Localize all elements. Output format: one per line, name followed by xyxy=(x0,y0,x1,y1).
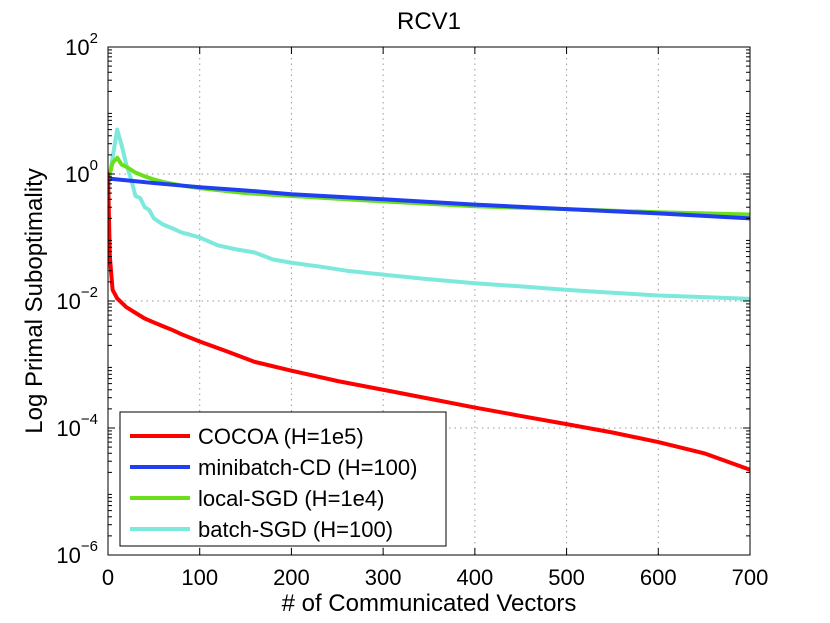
y-tick-label-base: 10 xyxy=(65,162,89,187)
series-line-0 xyxy=(108,172,750,472)
y-tick-label-exponent: −6 xyxy=(81,538,98,555)
y-tick-label-exponent: 0 xyxy=(90,157,98,174)
x-tick-label: 400 xyxy=(456,565,493,590)
legend-items: COCOA (H=1e5) minibatch-CD (H=100) local-S… xyxy=(130,424,417,542)
y-tick-label: 10−2 xyxy=(56,284,98,314)
grid-layer xyxy=(108,47,750,555)
y-tick-label: 102 xyxy=(65,30,98,60)
x-tick-label: 300 xyxy=(365,565,402,590)
legend-label-2: local-SGD (H=1e4) xyxy=(198,486,384,511)
y-tick-label-base: 10 xyxy=(56,289,80,314)
y-tick-label-base: 10 xyxy=(56,416,80,441)
x-axis-title: # of Communicated Vectors xyxy=(282,590,577,617)
legend-label-1: minibatch-CD (H=100) xyxy=(198,455,417,480)
series-layer xyxy=(108,127,750,472)
y-tick-label-base: 10 xyxy=(56,543,80,568)
y-axis-title: Log Primal Suboptimality xyxy=(21,168,48,433)
y-tick-label-exponent: −4 xyxy=(81,411,98,428)
x-tick-label: 600 xyxy=(640,565,677,590)
legend-label-3: batch-SGD (H=100) xyxy=(198,517,393,542)
x-tick-label: 100 xyxy=(181,565,218,590)
series-line-1 xyxy=(108,176,750,221)
x-tick-label: 500 xyxy=(548,565,585,590)
y-tick-label: 10−6 xyxy=(56,538,98,568)
x-tick-label: 700 xyxy=(732,565,769,590)
y-tick-label: 100 xyxy=(65,157,98,187)
x-tick-label: 200 xyxy=(273,565,310,590)
chart-title: RCV1 xyxy=(397,8,461,35)
legend: COCOA (H=1e5) minibatch-CD (H=100) local-S… xyxy=(119,411,447,547)
x-tick-label: 0 xyxy=(102,565,114,590)
y-tick-label-base: 10 xyxy=(65,35,89,60)
legend-label-0: COCOA (H=1e5) xyxy=(198,424,364,449)
y-tick-label-exponent: −2 xyxy=(81,284,98,301)
y-tick-label: 10−4 xyxy=(56,411,98,441)
y-tick-label-exponent: 2 xyxy=(90,30,98,47)
